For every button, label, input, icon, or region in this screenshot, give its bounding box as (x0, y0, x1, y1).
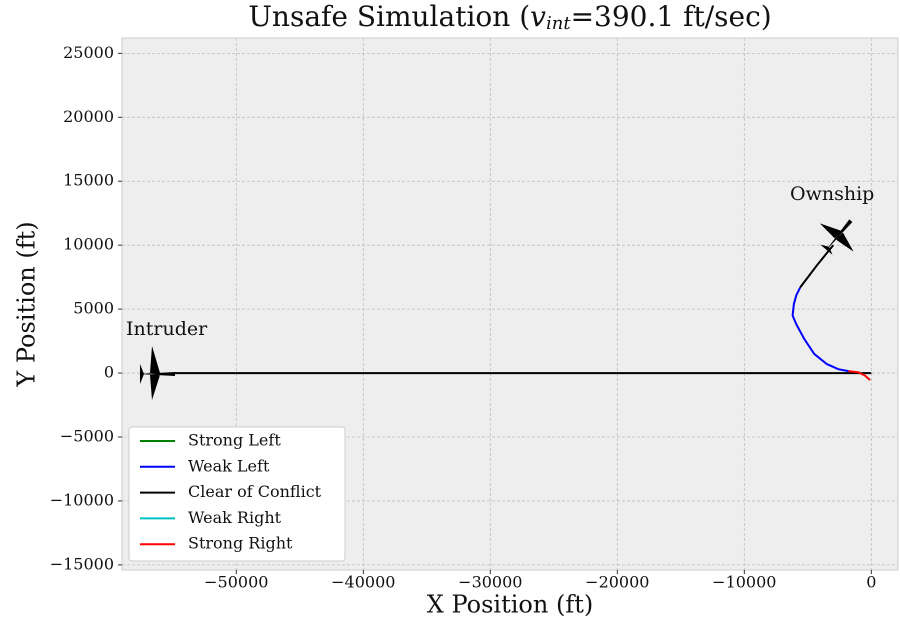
x-tick-label: −10000 (712, 573, 776, 592)
y-tick-label: 0 (104, 363, 114, 382)
x-tick-label: −50000 (204, 573, 268, 592)
y-tick-label: 20000 (63, 107, 114, 126)
y-tick-label: −15000 (50, 554, 114, 573)
chart-title: Unsafe Simulation (vint=390.1 ft/sec) (248, 0, 771, 34)
series-line (172, 244, 872, 375)
legend-box (128, 426, 346, 562)
intruder-icon (138, 346, 175, 400)
legend: Strong Left Weak Left Clear of Conflict Wea… (128, 426, 346, 562)
legend-label: Strong Right (188, 534, 293, 553)
legend-label: Weak Left (188, 456, 270, 475)
x-tick-label: −30000 (458, 573, 522, 592)
y-tick-label: 5000 (73, 299, 114, 318)
series-line (791, 286, 849, 373)
y-tick-label: −5000 (60, 427, 114, 446)
legend-label: Weak Right (188, 508, 282, 527)
series-line (848, 370, 871, 381)
title-part: Unsafe Simulation ( (248, 0, 530, 33)
y-axis-label: Y Position (ft) (13, 221, 41, 387)
ownship-icon (819, 219, 854, 255)
annotation: Ownship (790, 183, 874, 205)
annotation: Intruder (126, 318, 208, 340)
y-tick-label: 15000 (63, 171, 114, 190)
legend-label: Strong Left (188, 431, 281, 450)
grid (122, 38, 898, 570)
title-part: =390.1 ft/sec) (571, 0, 772, 33)
x-tick-label: −20000 (585, 573, 649, 592)
title-part: v (530, 0, 546, 33)
y-tick-label: 25000 (63, 43, 114, 62)
title-part: int (546, 13, 571, 34)
y-tick-label: 10000 (63, 235, 114, 254)
x-axis-label: X Position (ft) (427, 591, 593, 619)
legend-label: Clear of Conflict (188, 482, 322, 501)
y-tick-label: −10000 (50, 490, 114, 509)
lines (172, 244, 872, 381)
x-tick-label: −40000 (331, 573, 395, 592)
x-tick-label: 0 (866, 573, 876, 592)
